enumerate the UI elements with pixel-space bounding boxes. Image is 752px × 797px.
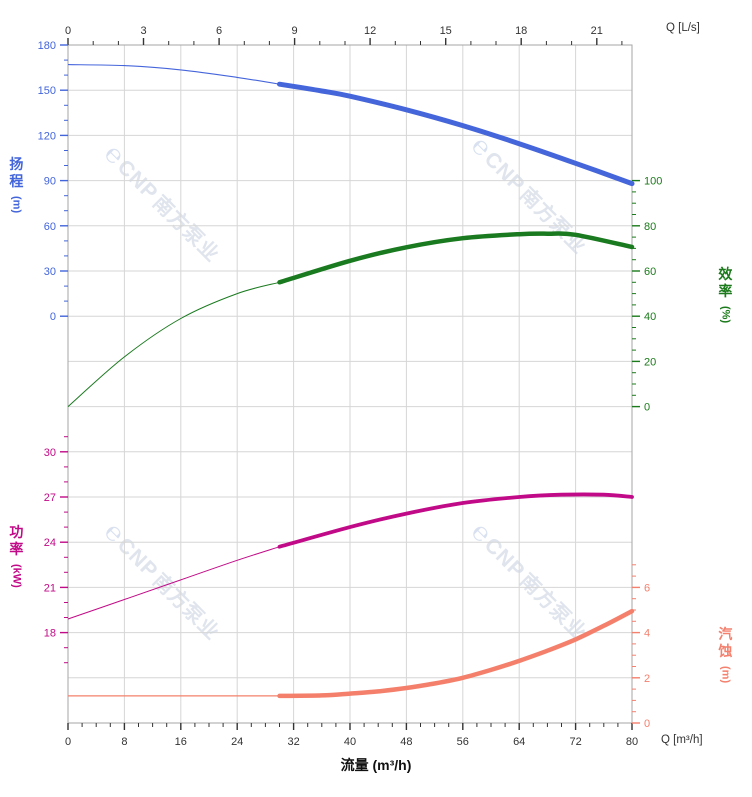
power-curve-extended <box>67 546 280 620</box>
head-curve-extended <box>67 64 280 85</box>
efficiency-curve-rated <box>277 231 635 285</box>
tick-label: 9 <box>292 25 298 37</box>
gridlines <box>68 45 632 723</box>
tick-label: 48 <box>400 736 412 748</box>
efficiency-axis-unit: (%) <box>719 306 732 324</box>
npsh-axis-title-text: 汽蚀 <box>718 626 733 659</box>
tick-label: 18 <box>515 25 527 37</box>
bottom-axis-unit-label: Q [m³/h] <box>661 734 703 746</box>
tick-label: 18 <box>44 628 56 640</box>
efficiency-axis-title-text: 效率 <box>718 266 733 299</box>
tick-label: 120 <box>38 130 56 142</box>
efficiency-curve-extended <box>67 281 280 407</box>
head-axis: 0 30 60 90 120 150 180 <box>38 40 68 323</box>
tick-label: 20 <box>644 356 656 368</box>
efficiency-axis-title: 效率 (%) <box>718 266 733 323</box>
tick-label: 30 <box>44 447 56 459</box>
tick-label: 21 <box>44 582 56 594</box>
head-axis-title: 扬程 (m) <box>9 156 24 213</box>
tick-label: 0 <box>50 311 56 323</box>
tick-label: 21 <box>591 25 603 37</box>
tick-label: 40 <box>344 736 356 748</box>
tick-label: 6 <box>644 582 650 594</box>
flow-axis-title: 流量 (m³/h) <box>340 757 412 773</box>
power-axis-unit: (kW) <box>10 564 23 588</box>
tick-label: 24 <box>231 736 243 748</box>
head-axis-unit: (m) <box>10 196 23 214</box>
tick-label: 0 <box>65 25 71 37</box>
tick-label: 2 <box>644 673 650 685</box>
tick-label: 150 <box>38 85 56 97</box>
tick-label: 27 <box>44 492 56 504</box>
npsh-axis-title: 汽蚀 (m) <box>718 626 733 683</box>
tick-label: 40 <box>644 311 656 323</box>
tick-label: 6 <box>216 25 222 37</box>
tick-label: 30 <box>44 266 56 278</box>
tick-label: 60 <box>644 266 656 278</box>
top-axis: 0 3 6 9 12 15 18 21 <box>65 25 623 45</box>
power-axis-title-text: 功率 <box>9 524 24 557</box>
tick-label: 180 <box>38 40 56 52</box>
tick-label: 0 <box>644 718 650 730</box>
tick-label: 8 <box>121 736 127 748</box>
tick-label: 16 <box>175 736 187 748</box>
tick-label: 64 <box>513 736 525 748</box>
tick-label: 15 <box>440 25 452 37</box>
power-curve-rated <box>277 492 634 549</box>
top-axis-unit-label: Q [L/s] <box>666 22 700 34</box>
tick-label: 24 <box>44 537 56 549</box>
tick-label: 56 <box>457 736 469 748</box>
npsh-curve-rated <box>277 608 635 699</box>
efficiency-axis: 0 20 40 60 80 100 <box>632 176 662 414</box>
tick-label: 80 <box>626 736 638 748</box>
head-axis-title-text: 扬程 <box>9 156 24 189</box>
head-curve-rated <box>277 81 635 187</box>
tick-label: 12 <box>364 25 376 37</box>
tick-label: 0 <box>65 736 71 748</box>
power-axis: 18 21 24 27 30 <box>44 436 68 664</box>
tick-label: 60 <box>44 221 56 233</box>
npsh-axis-unit: (m) <box>719 666 732 684</box>
npsh-axis: 0 2 4 6 <box>632 564 650 730</box>
tick-label: 32 <box>287 736 299 748</box>
tick-label: 80 <box>644 221 656 233</box>
tick-label: 72 <box>569 736 581 748</box>
power-axis-title: 功率 (kW) <box>9 524 24 588</box>
tick-label: 4 <box>644 628 650 640</box>
tick-label: 90 <box>44 176 56 188</box>
tick-label: 3 <box>140 25 146 37</box>
bottom-axis: 0 8 16 24 32 40 48 56 64 72 80 <box>65 723 638 748</box>
tick-label: 0 <box>644 402 650 414</box>
tick-label: 100 <box>644 176 662 188</box>
